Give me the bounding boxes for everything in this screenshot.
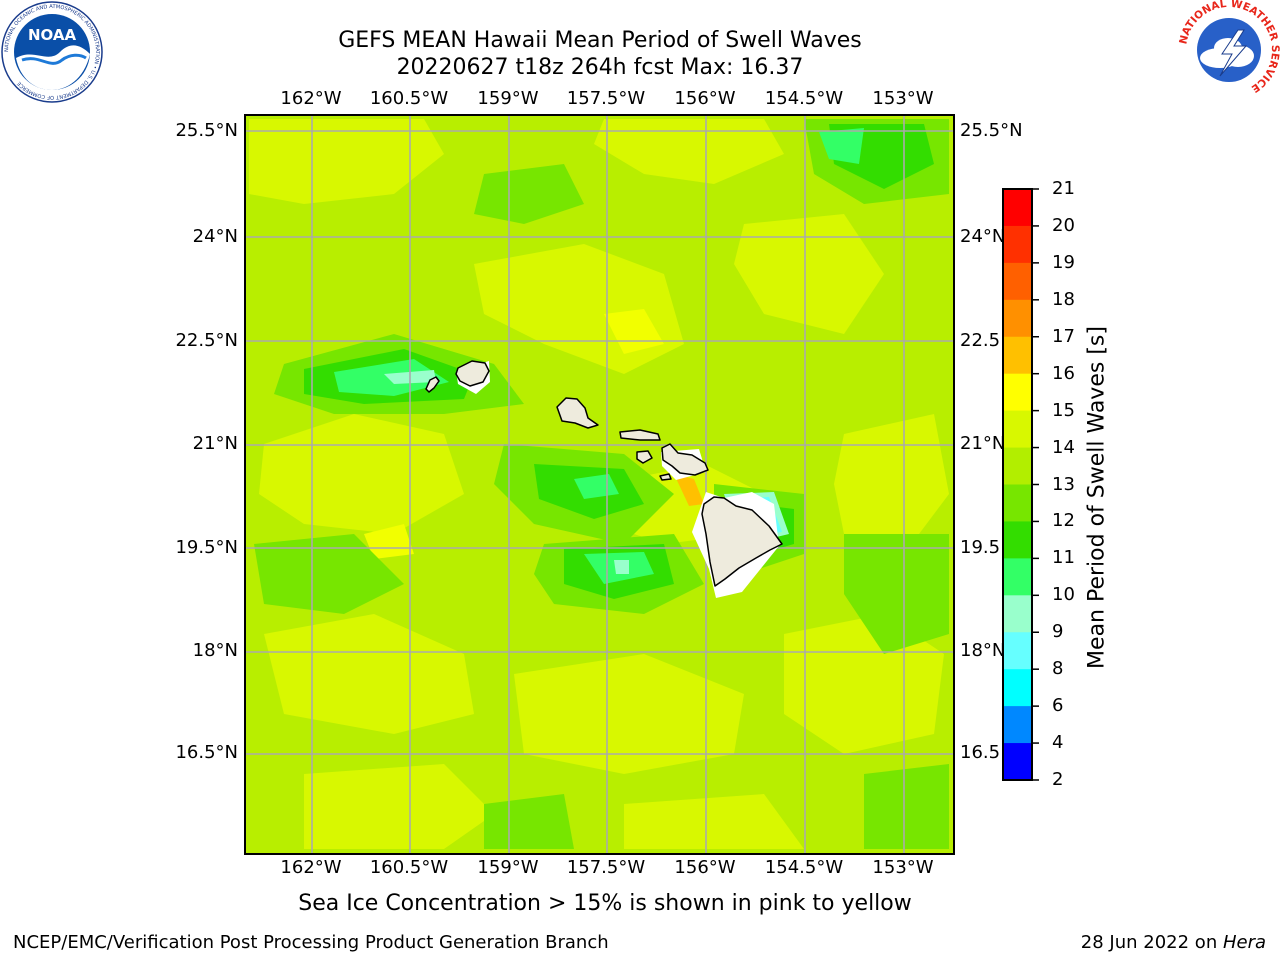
footer-date-text: 28 Jun 2022 on bbox=[1080, 932, 1223, 953]
left-lat-label-22-5n: 22.5°N bbox=[175, 330, 238, 351]
top-lon-label-153w: 153°W bbox=[872, 88, 934, 109]
colorbar-tick-label: 15 bbox=[1052, 399, 1075, 421]
swell-period-17s-contour bbox=[674, 474, 704, 506]
noaa-logo: NATIONAL OCEANIC AND ATMOSPHERIC ADMINIS… bbox=[1, 1, 103, 103]
footer-host: Hera bbox=[1222, 932, 1266, 953]
colorbar-tick-label: 12 bbox=[1052, 510, 1075, 532]
sea-ice-note: Sea Ice Concentration > 15% is shown in … bbox=[298, 891, 912, 916]
bottom-lon-label-160-5w: 160.5°W bbox=[369, 857, 449, 878]
colorbar-segment bbox=[1003, 225, 1032, 264]
left-lat-label-21n: 21°N bbox=[192, 433, 238, 454]
left-lat-label-16-5n: 16.5°N bbox=[175, 742, 238, 763]
bottom-lon-label-159w: 159°W bbox=[477, 857, 539, 878]
noaa-logo-text: NOAA bbox=[28, 26, 77, 44]
left-lat-label-19-5n: 19.5°N bbox=[175, 537, 238, 558]
colorbar-tick-label: 18 bbox=[1052, 288, 1075, 310]
island-maui bbox=[661, 443, 709, 476]
colorbar-tick-label: 8 bbox=[1052, 658, 1064, 680]
bottom-lon-label-156w: 156°W bbox=[674, 857, 736, 878]
colorbar-tick-label: 20 bbox=[1052, 214, 1075, 236]
colorbar-segment bbox=[1003, 373, 1032, 412]
colorbar-tick-label: 2 bbox=[1052, 769, 1064, 790]
colorbar-segment bbox=[1003, 706, 1032, 744]
hawaiian-islands bbox=[425, 360, 783, 587]
top-lon-label-162w: 162°W bbox=[280, 88, 342, 109]
colorbar-segment bbox=[1003, 189, 1032, 227]
top-lon-label-156w: 156°W bbox=[674, 88, 736, 109]
left-lat-label-18n: 18°N bbox=[192, 640, 238, 661]
colorbar-segment bbox=[1003, 595, 1032, 633]
right-lat-label-25-5n: 25.5°N bbox=[960, 120, 1023, 141]
left-lat-label-25-5n: 25.5°N bbox=[175, 120, 238, 141]
colorbar-segment bbox=[1003, 299, 1032, 338]
colorbar-tick-label: 10 bbox=[1052, 584, 1075, 606]
colorbar-segment bbox=[1003, 632, 1032, 670]
left-lat-label-24n: 24°N bbox=[192, 226, 238, 247]
right-lat-label-19-5n: 19.5 bbox=[960, 537, 1001, 558]
map-plot bbox=[244, 114, 955, 855]
top-lon-label-154-5w: 154.5°W bbox=[764, 88, 844, 109]
bottom-lon-label-154-5w: 154.5°W bbox=[764, 857, 844, 878]
colorbar-segment bbox=[1003, 262, 1032, 301]
island-kauai bbox=[455, 360, 490, 387]
colorbar-segment bbox=[1003, 743, 1032, 781]
right-lat-label-21n: 21°N bbox=[960, 433, 1006, 454]
map-frame bbox=[244, 114, 955, 855]
colorbar-tick-label: 13 bbox=[1052, 473, 1075, 495]
right-lat-label-22-5n: 22.5 bbox=[960, 330, 1001, 351]
island-lanai bbox=[636, 450, 653, 464]
footer-date: 28 Jun 2022 on Hera bbox=[1081, 932, 1266, 953]
bottom-lon-label-153w: 153°W bbox=[872, 857, 934, 878]
colorbar-tick-label: 19 bbox=[1052, 251, 1075, 273]
footer-branch: NCEP/EMC/Verification Post Processing Pr… bbox=[13, 932, 609, 953]
right-lat-label-24n: 24°N bbox=[960, 226, 1006, 247]
colorbar-tick-label: 11 bbox=[1052, 547, 1075, 569]
island-kahoolawe bbox=[659, 473, 672, 481]
colorbar-tick-label: 16 bbox=[1052, 362, 1075, 384]
chart-subtitle: 20220627 t18z 264h fcst Max: 16.37 bbox=[396, 55, 804, 80]
top-lon-label-157-5w: 157.5°W bbox=[566, 88, 646, 109]
swell-period-15s-contours bbox=[249, 119, 949, 849]
right-lat-label-18n: 18°N bbox=[960, 640, 1006, 661]
right-lat-label-16-5n: 16.5 bbox=[960, 742, 1001, 763]
island-hawaii bbox=[701, 496, 783, 587]
nws-logo: NATIONAL WEATHER SERVICE bbox=[1178, 0, 1280, 98]
swell-period-16s-contours bbox=[364, 309, 664, 559]
colorbar-segment bbox=[1003, 521, 1032, 559]
colorbar-tick-label: 4 bbox=[1052, 732, 1064, 754]
top-lon-label-159w: 159°W bbox=[477, 88, 539, 109]
chart-title: GEFS MEAN Hawaii Mean Period of Swell Wa… bbox=[338, 28, 862, 53]
colorbar-segment bbox=[1003, 336, 1032, 375]
colorbar-tick-label: 14 bbox=[1052, 436, 1075, 458]
colorbar-tick-label: 21 bbox=[1052, 178, 1075, 199]
colorbar-segment bbox=[1003, 669, 1032, 707]
colorbar-segment bbox=[1003, 447, 1032, 485]
island-niihau bbox=[425, 376, 440, 393]
bottom-lon-label-162w: 162°W bbox=[280, 857, 342, 878]
top-lon-label-160-5w: 160.5°W bbox=[369, 88, 449, 109]
colorbar bbox=[1002, 188, 1039, 781]
island-molokai bbox=[619, 429, 661, 441]
colorbar-segment bbox=[1003, 410, 1032, 449]
colorbar-tick-label: 17 bbox=[1052, 325, 1075, 347]
colorbar-tick-label: 6 bbox=[1052, 695, 1064, 717]
colorbar-segment bbox=[1003, 558, 1032, 596]
graticule bbox=[245, 115, 954, 854]
colorbar-segment bbox=[1003, 484, 1032, 522]
colorbar-tick-label: 9 bbox=[1052, 621, 1064, 643]
island-oahu bbox=[556, 397, 599, 429]
bottom-lon-label-157-5w: 157.5°W bbox=[566, 857, 646, 878]
colorbar-label: Mean Period of Swell Waves [s] bbox=[1084, 326, 1110, 669]
